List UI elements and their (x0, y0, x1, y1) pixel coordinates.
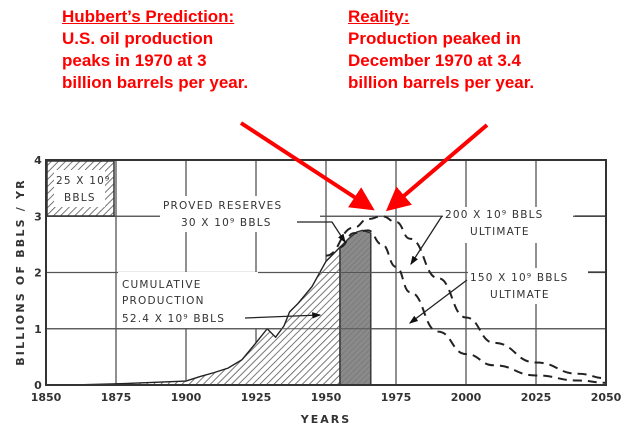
y-tick-label: 1 (34, 323, 42, 336)
ultimate-150-curve (339, 229, 607, 384)
reality-line: December 1970 at 3.4 (348, 51, 521, 70)
hubbert-prediction-note: Hubbert’s Prediction: U.S. oil productio… (62, 6, 248, 94)
y-axis-label: BILLIONS OF BBLS / YR (14, 178, 27, 366)
y-tick-label: 0 (34, 379, 42, 392)
x-tick-label: 1875 (101, 391, 132, 404)
proved-reserves-area (339, 229, 372, 386)
reality-arrow (385, 123, 489, 212)
ultimate-200-label: 200 X 10⁹ BBLS ULTIMATE (410, 207, 606, 266)
y-tick-label: 4 (34, 154, 42, 167)
reality-note: Reality: Production peaked in December 1… (348, 6, 534, 94)
svg-text:ULTIMATE: ULTIMATE (470, 226, 530, 238)
x-axis-ticks: 1850 1875 1900 1925 1950 1975 2000 2025 2050 (31, 391, 622, 404)
ultimate-150-label: 150 X 10⁹ BBLS ULTIMATE (408, 268, 606, 324)
svg-text:150 X 10⁹ BBLS: 150 X 10⁹ BBLS (470, 272, 569, 284)
prediction-arrow (239, 121, 375, 211)
reality-line: Production peaked in (348, 29, 521, 48)
scale-legend-box: 25 X 10⁹ BBLS (46, 160, 115, 217)
svg-text:30 X 10⁹ BBLS: 30 X 10⁹ BBLS (181, 217, 272, 229)
y-tick-label: 2 (34, 267, 42, 280)
ultimate-200-curve (325, 215, 607, 380)
svg-text:PRODUCTION: PRODUCTION (122, 295, 205, 307)
scale-box-line-2: BBLS (64, 192, 96, 204)
reality-heading: Reality: (348, 7, 410, 26)
x-tick-label: 2000 (451, 391, 482, 404)
reality-line: billion barrels per year. (348, 73, 535, 92)
x-tick-label: 1950 (311, 391, 342, 404)
x-tick-label: 2025 (521, 391, 552, 404)
cumulative-production-area (73, 245, 341, 386)
svg-text:PROVED RESERVES: PROVED RESERVES (163, 200, 282, 212)
svg-text:ULTIMATE: ULTIMATE (490, 289, 550, 301)
x-tick-label: 1925 (241, 391, 272, 404)
x-tick-label: 2050 (591, 391, 622, 404)
x-tick-label: 1850 (31, 391, 62, 404)
x-axis-label: YEARS (300, 413, 351, 426)
svg-text:52.4 X 10⁹ BBLS: 52.4 X 10⁹ BBLS (122, 313, 225, 325)
prediction-line: billion barrels per year. (62, 73, 249, 92)
y-tick-label: 3 (34, 210, 42, 223)
proved-reserves-label: PROVED RESERVES 30 X 10⁹ BBLS (160, 196, 346, 244)
cumulative-production-label: CUMULATIVE PRODUCTION 52.4 X 10⁹ BBLS (118, 272, 322, 328)
svg-text:CUMULATIVE: CUMULATIVE (122, 279, 202, 291)
prediction-line: U.S. oil production (62, 29, 214, 48)
svg-text:200 X 10⁹ BBLS: 200 X 10⁹ BBLS (445, 209, 544, 221)
scale-box-line-1: 25 X 10⁹ (56, 175, 110, 187)
x-tick-label: 1900 (171, 391, 202, 404)
y-axis-ticks: 0 1 2 3 4 (34, 154, 42, 392)
prediction-line: peaks in 1970 at 3 (62, 51, 207, 70)
x-tick-label: 1975 (381, 391, 412, 404)
prediction-heading: Hubbert’s Prediction: (62, 7, 235, 26)
